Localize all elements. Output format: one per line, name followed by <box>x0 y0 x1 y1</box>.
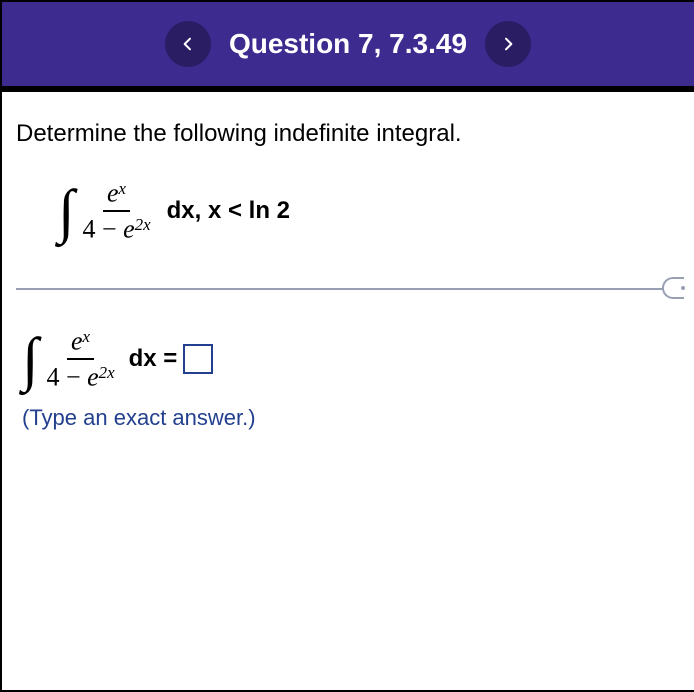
question-body: Determine the following indefinite integ… <box>2 92 694 431</box>
divider-handle[interactable] <box>662 277 684 299</box>
chevron-left-icon <box>180 36 196 52</box>
denominator-base-2: e <box>87 363 99 392</box>
dx-and-condition: dx, x < ln 2 <box>167 197 290 225</box>
denominator-prefix-2: 4 − <box>46 363 87 392</box>
dx-label: dx <box>167 197 195 224</box>
question-header: Question 7, 7.3.49 <box>2 2 694 92</box>
integral-sign-2: ∫ <box>22 329 38 389</box>
equals-sign: = <box>157 345 178 372</box>
chevron-right-icon <box>500 36 516 52</box>
answer-input[interactable] <box>183 344 213 374</box>
denominator-prefix: 4 − <box>82 215 123 244</box>
integral-condition: , x < ln 2 <box>195 197 290 224</box>
next-question-button[interactable] <box>485 21 531 67</box>
numerator-exp-2: x <box>83 327 91 346</box>
section-divider <box>16 288 680 290</box>
fraction-numerator-2: ex <box>67 324 94 360</box>
fraction-numerator: ex <box>103 176 130 212</box>
integral-sign: ∫ <box>58 181 74 241</box>
fraction-denominator: 4 − e2x <box>78 212 154 246</box>
question-prompt: Determine the following indefinite integ… <box>16 120 680 148</box>
dot-icon <box>681 286 685 290</box>
numerator-base: e <box>107 179 119 208</box>
prev-question-button[interactable] <box>165 21 211 67</box>
dx-label-2: dx <box>129 345 157 372</box>
integrand-fraction: ex 4 − e2x <box>78 176 154 246</box>
answer-hint: (Type an exact answer.) <box>22 405 680 431</box>
numerator-exp: x <box>119 179 127 198</box>
dx-equals: dx = <box>129 345 178 373</box>
denominator-exp: 2x <box>135 215 151 234</box>
fraction-denominator-2: 4 − e2x <box>42 360 118 394</box>
section-divider-wrap <box>16 288 680 290</box>
denominator-exp-2: 2x <box>99 363 115 382</box>
denominator-base: e <box>123 215 135 244</box>
question-title: Question 7, 7.3.49 <box>229 28 467 60</box>
numerator-base-2: e <box>71 327 83 356</box>
integral-expression: ∫ ex 4 − e2x dx, x < ln 2 <box>58 176 680 246</box>
integrand-fraction-2: ex 4 − e2x <box>42 324 118 394</box>
answer-expression: ∫ ex 4 − e2x dx = <box>22 324 680 394</box>
